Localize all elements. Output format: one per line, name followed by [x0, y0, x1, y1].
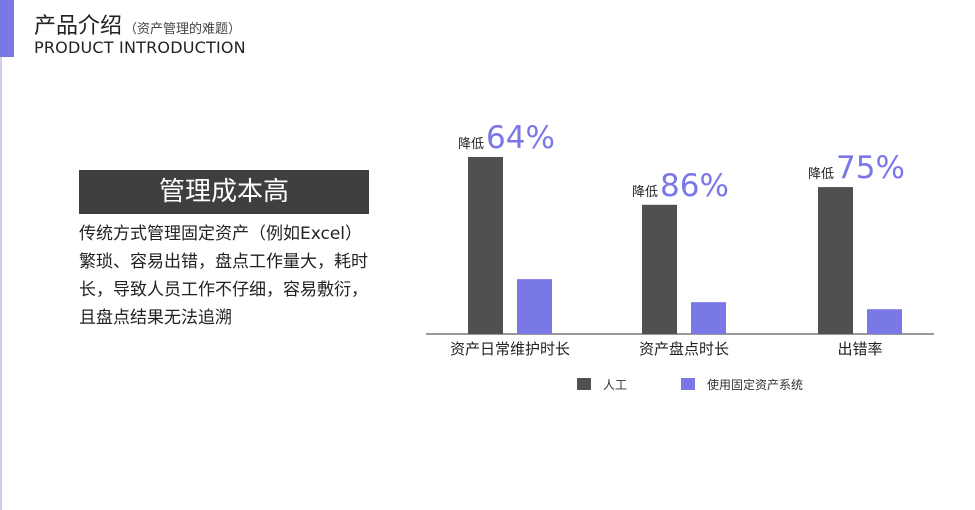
legend-item-system: 使用固定资产系统	[681, 376, 803, 393]
bar-manual-0	[468, 157, 503, 334]
left-divider	[0, 57, 2, 510]
legend-swatch-system	[681, 378, 695, 390]
bar-manual-2	[818, 187, 853, 334]
legend-item-manual: 人工	[577, 376, 627, 393]
title-accent-bar	[0, 0, 14, 57]
page-title-text: 产品介绍	[34, 14, 123, 39]
legend-swatch-manual	[577, 378, 591, 390]
x-tick-label: 出错率	[837, 340, 882, 358]
bar-system-2	[867, 309, 902, 334]
reduction-value: 64%	[486, 120, 555, 156]
bar-manual-1	[642, 204, 677, 334]
page-title-english: PRODUCT INTRODUCTION	[34, 38, 246, 57]
bar-system-0	[517, 279, 552, 334]
bar-system-1	[691, 302, 726, 334]
reduction-label: 降低64%	[458, 120, 555, 156]
reduction-value: 86%	[660, 168, 729, 204]
reduction-prefix: 降低	[632, 185, 658, 200]
reduction-value: 75%	[836, 150, 905, 186]
reduction-prefix: 降低	[808, 167, 834, 182]
card-heading: 管理成本高	[79, 170, 369, 214]
reduction-label: 降低75%	[808, 150, 905, 186]
page-subtitle: （资产管理的难题）	[124, 22, 242, 37]
page-title: 产品介绍 （资产管理的难题）	[34, 8, 241, 40]
card-body: 传统方式管理固定资产（例如Excel）繁琐、容易出错，盘点工作量大，耗时长，导致…	[79, 224, 368, 328]
legend-label-manual: 人工	[603, 378, 628, 392]
reduction-prefix: 降低	[458, 137, 484, 152]
legend-label-system: 使用固定资产系统	[707, 378, 804, 392]
x-tick-label: 资产盘点时长	[639, 340, 729, 358]
x-tick-label: 资产日常维护时长	[450, 340, 570, 358]
reduction-label: 降低86%	[632, 168, 729, 204]
